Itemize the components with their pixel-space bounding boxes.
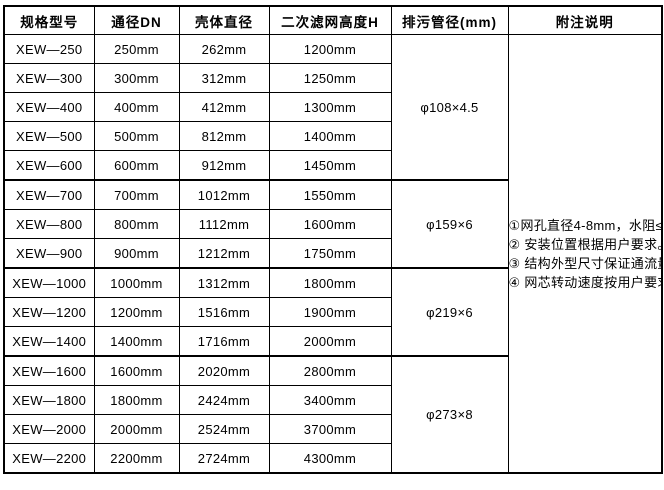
header-notes: 附注说明 [507, 5, 663, 35]
model-cell: XEW—1600 [3, 355, 95, 386]
model-cell: XEW—400 [3, 92, 95, 122]
screen-height-cell: 1750mm [268, 238, 392, 269]
screen-height-cell: 3700mm [268, 414, 392, 444]
drain-pipe-cell: φ108×4.5 [390, 34, 509, 181]
drain-pipe-cell: φ219×6 [390, 267, 509, 357]
nominal-diameter-cell: 1800mm [93, 385, 180, 415]
nominal-diameter-cell: 1200mm [93, 297, 180, 327]
screen-height-cell: 1450mm [268, 150, 392, 181]
drain-pipe-cell: φ159×6 [390, 179, 509, 269]
table-row: XEW—700 700mm 1012mm 1550mm φ159×6 [3, 179, 662, 269]
nominal-diameter-cell: 400mm [93, 92, 180, 122]
shell-diameter-cell: 1716mm [178, 326, 270, 357]
shell-diameter-cell: 412mm [178, 92, 270, 122]
screen-height-cell: 1900mm [268, 297, 392, 327]
screen-height-cell: 1400mm [268, 121, 392, 151]
model-cell: XEW—900 [3, 238, 95, 269]
table-row: XEW—500 500mm 812mm 1400mm [3, 121, 662, 151]
table-row: XEW—600 600mm 912mm 1450mm [3, 150, 662, 181]
shell-diameter-cell: 1312mm [178, 267, 270, 298]
screen-height-cell: 2000mm [268, 326, 392, 357]
shell-diameter-cell: 1212mm [178, 238, 270, 269]
screen-height-cell: 1300mm [268, 92, 392, 122]
screen-height-cell: 4300mm [268, 443, 392, 474]
nominal-diameter-cell: 700mm [93, 179, 180, 210]
table-row: XEW—250 250mm 262mm 1200mm φ108×4.5 ①网孔直径4-8m… [3, 34, 663, 474]
table-row: XEW—400 400mm 412mm 1300mm [3, 92, 662, 122]
screen-height-cell: 1250mm [268, 63, 392, 93]
table-row: XEW—1200 1200mm 1516mm 1900mm [3, 297, 662, 327]
model-cell: XEW—800 [3, 209, 95, 239]
nominal-diameter-cell: 900mm [93, 238, 180, 269]
table-row: XEW—1600 1600mm 2020mm 2800mm φ273×8 [3, 355, 662, 474]
model-cell: XEW—1800 [3, 385, 95, 415]
header-drain-pipe: 排污管径(mm) [390, 5, 509, 35]
table-row: XEW—800 800mm 1112mm 1600mm [3, 209, 662, 239]
note-item: ①网孔直径4-8mm，水阻≤400mmH20柱。 [508, 217, 661, 233]
model-cell: XEW—300 [3, 63, 95, 93]
model-cell: XEW—1400 [3, 326, 95, 357]
nominal-diameter-cell: 600mm [93, 150, 180, 181]
shell-diameter-cell: 812mm [178, 121, 270, 151]
header-model: 规格型号 [3, 5, 95, 35]
shell-diameter-cell: 2020mm [178, 355, 270, 386]
shell-diameter-cell: 1516mm [178, 297, 270, 327]
nominal-diameter-cell: 250mm [93, 34, 180, 64]
shell-diameter-cell: 2524mm [178, 414, 270, 444]
shell-diameter-cell: 1012mm [178, 179, 270, 210]
model-cell: XEW—1200 [3, 297, 95, 327]
table-row: XEW—2000 2000mm 2524mm 3700mm [3, 414, 662, 444]
nominal-diameter-cell: 500mm [93, 121, 180, 151]
screen-height-cell: 1800mm [268, 267, 392, 298]
spec-table: 规格型号 通径DN 壳体直径 二次滤网高度H 排污管径(mm) 附注说明 XEW… [3, 5, 663, 474]
shell-diameter-cell: 2424mm [178, 385, 270, 415]
model-cell: XEW—2000 [3, 414, 95, 444]
screen-height-cell: 1550mm [268, 179, 392, 210]
model-cell: XEW—1000 [3, 267, 95, 298]
model-cell: XEW—2200 [3, 443, 95, 474]
notes-cell: ①网孔直径4-8mm，水阻≤400mmH20柱。 ② 安装位置根据用户要求。 ③ 结… [507, 34, 663, 474]
shell-diameter-cell: 2724mm [178, 443, 270, 474]
nominal-diameter-cell: 300mm [93, 63, 180, 93]
nominal-diameter-cell: 1400mm [93, 326, 180, 357]
nominal-diameter-cell: 2000mm [93, 414, 180, 444]
shell-diameter-cell: 1112mm [178, 209, 270, 239]
spec-table-body: XEW—250 250mm 262mm 1200mm φ108×4.5 ①网孔直径4-8m… [3, 34, 663, 474]
shell-diameter-cell: 912mm [178, 150, 270, 181]
table-row: XEW—2200 2200mm 2724mm 4300mm [3, 443, 662, 474]
header-nominal-diameter: 通径DN [93, 5, 180, 35]
nominal-diameter-cell: 1600mm [93, 355, 180, 386]
screen-height-cell: 3400mm [268, 385, 392, 415]
header-screen-height: 二次滤网高度H [268, 5, 392, 35]
nominal-diameter-cell: 800mm [93, 209, 180, 239]
shell-diameter-cell: 262mm [178, 34, 270, 64]
drain-pipe-cell: φ273×8 [390, 355, 509, 474]
header-shell-diameter: 壳体直径 [178, 5, 270, 35]
model-cell: XEW—700 [3, 179, 95, 210]
screen-height-cell: 1600mm [268, 209, 392, 239]
screen-height-cell: 2800mm [268, 355, 392, 386]
screen-height-cell: 1200mm [268, 34, 392, 64]
note-item: ④ 网芯转动速度按用户要求设计。一般控制在8转/分钟以下。 [508, 274, 661, 290]
model-cell: XEW—600 [3, 150, 95, 181]
shell-diameter-cell: 312mm [178, 63, 270, 93]
nominal-diameter-cell: 1000mm [93, 267, 180, 298]
table-row: XEW—1800 1800mm 2424mm 3400mm [3, 385, 662, 415]
table-row: XEW—1000 1000mm 1312mm 1800mm φ219×6 [3, 267, 662, 357]
header-row: 规格型号 通径DN 壳体直径 二次滤网高度H 排污管径(mm) 附注说明 [3, 5, 663, 35]
table-row: XEW—300 300mm 312mm 1250mm [3, 63, 662, 93]
note-item: ③ 结构外型尺寸保证通流量前提下，按用户要求设计。 [508, 255, 662, 271]
nominal-diameter-cell: 2200mm [93, 443, 180, 474]
model-cell: XEW—500 [3, 121, 95, 151]
note-item: ② 安装位置根据用户要求。 [508, 236, 662, 252]
model-cell: XEW—250 [3, 34, 95, 64]
table-row: XEW—900 900mm 1212mm 1750mm [3, 238, 662, 269]
